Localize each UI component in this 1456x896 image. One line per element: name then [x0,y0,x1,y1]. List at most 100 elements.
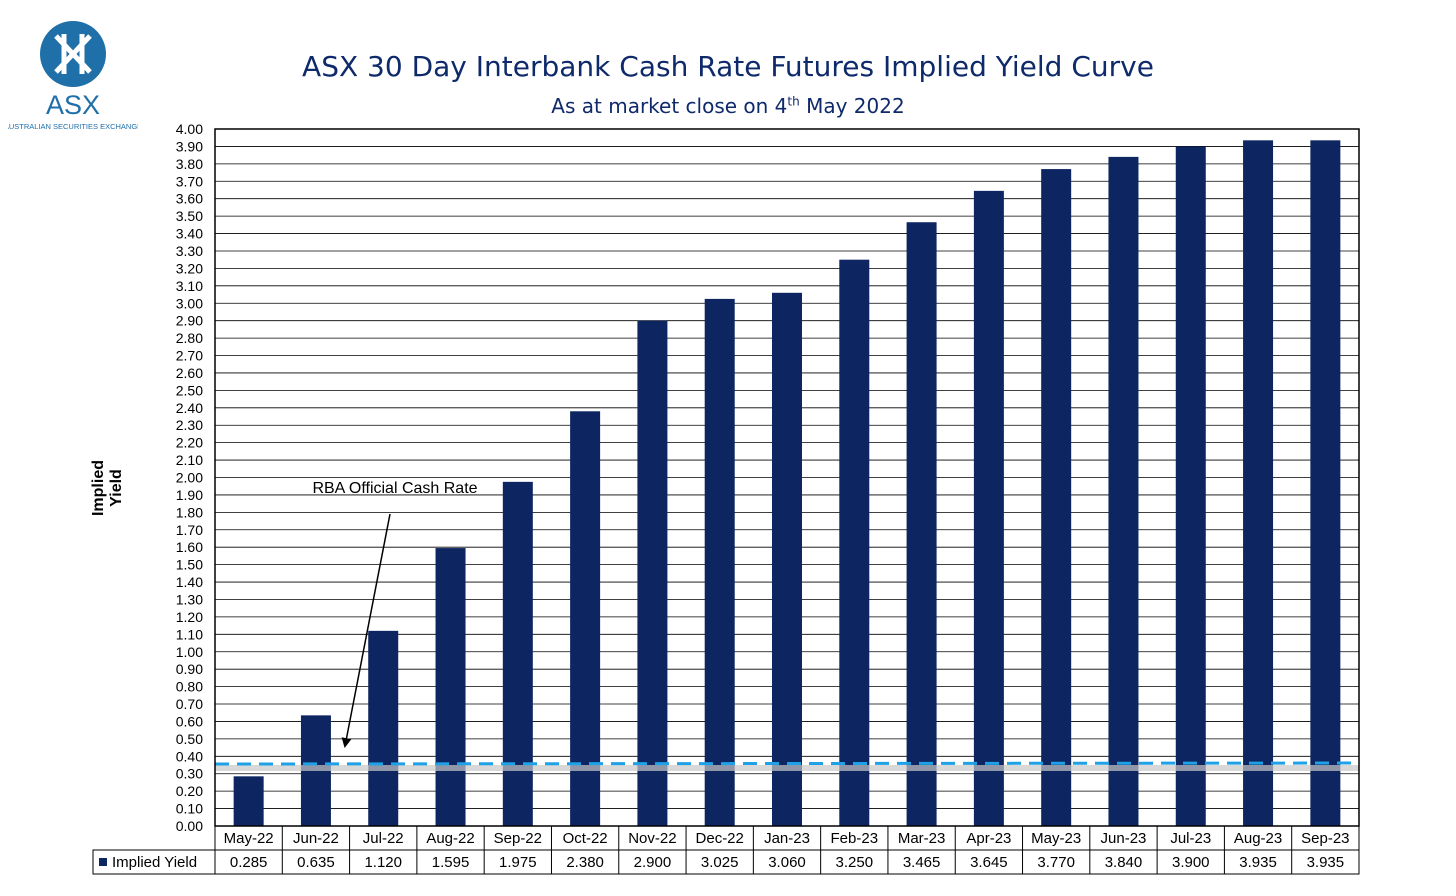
legend-swatch [99,858,107,866]
y-tick-label: 2.60 [176,365,203,381]
x-tick-label: Jun-23 [1101,830,1147,847]
data-label: 3.935 [1239,854,1277,871]
chart-subtitle: As at market close on 4th May 2022 [0,94,1456,118]
y-tick-label: 2.30 [176,417,203,433]
y-tick-label: 0.30 [176,766,203,782]
y-tick-label: 3.30 [176,243,203,259]
bar-May-22 [233,776,264,826]
x-tick-label: Aug-22 [426,830,474,847]
bar-Nov-22 [637,320,668,826]
x-tick-label: Aug-23 [1234,830,1282,847]
data-label: 3.025 [701,854,739,871]
y-tick-label: 1.80 [176,504,203,520]
y-tick-label: 0.80 [176,679,203,695]
x-tick-label: Nov-22 [628,830,676,847]
chart-title: ASX 30 Day Interbank Cash Rate Futures I… [302,50,1154,83]
bar-Jan-23 [772,292,802,826]
y-tick-label: 0.10 [176,801,203,817]
cash-rate-line [214,761,1360,766]
data-label: 2.380 [566,854,604,871]
subtitle-suffix: May 2022 [799,94,905,118]
cash-rate-line-group [214,761,1360,772]
data-label: 3.645 [970,854,1008,871]
data-label: 1.975 [499,854,537,871]
data-label: 3.770 [1037,854,1075,871]
y-tick-label: 3.90 [176,138,203,154]
y-tick-label: 0.90 [176,661,203,677]
bar-Sep-22 [502,481,533,826]
y-tick-label: 2.80 [176,330,203,346]
subtitle-sup: th [787,94,800,109]
rba-cash-rate-annotation: RBA Official Cash Rate [312,480,477,497]
x-tick-label: Dec-22 [696,830,744,847]
data-label: 1.595 [432,854,470,871]
subtitle-prefix: As at market close on 4 [551,94,788,118]
data-label: 0.285 [230,854,268,871]
y-tick-label: 1.00 [176,644,203,660]
x-tick-label: Oct-22 [563,830,608,847]
data-label: 0.635 [297,854,335,871]
x-tick-label: May-22 [224,830,274,847]
y-tick-label: 2.10 [176,452,203,468]
y-tick-label: 3.00 [176,295,203,311]
y-tick-label: 4.00 [176,121,203,137]
y-tick-label: 0.00 [176,818,203,834]
y-tick-label: 1.30 [176,591,203,607]
annotation-arrow [341,513,391,748]
y-tick-label: 3.20 [176,260,203,276]
bar-Jun-23 [1108,156,1139,826]
y-tick-label: 2.00 [176,470,203,486]
y-tick-label: 3.80 [176,156,203,172]
x-tick-label: Mar-23 [898,830,946,847]
y-tick-label: 0.20 [176,783,203,799]
bar-Dec-22 [704,298,735,826]
bar-Apr-23 [973,190,1004,826]
bar-Aug-22 [435,548,466,826]
data-label: 3.840 [1105,854,1143,871]
annotation-group: RBA Official Cash Rate [312,480,478,748]
bar-Aug-23 [1243,140,1274,827]
y-tick-label: 2.20 [176,435,203,451]
bar-Oct-22 [570,411,601,826]
bar-Feb-23 [839,259,870,826]
y-tick-label: 1.60 [176,539,203,555]
y-tick-label: 2.50 [176,382,203,398]
legend-label: Implied Yield [112,854,197,871]
y-tick-label: 2.70 [176,348,203,364]
asx-logo-subtext: AUSTRALIAN SECURITIES EXCHANGE [8,122,138,131]
x-tick-label: Jan-23 [764,830,810,847]
x-tick-label: Jul-22 [363,830,404,847]
y-tick-label: 3.70 [176,173,203,189]
y-tick-label: 0.50 [176,731,203,747]
y-tick-label: 2.90 [176,313,203,329]
bar-May-23 [1041,169,1072,826]
data-label: 1.120 [364,854,402,871]
y-tick-label: 1.50 [176,557,203,573]
data-label: 3.900 [1172,854,1210,871]
y-tick-label: 1.20 [176,609,203,625]
y-tick-label: 1.40 [176,574,203,590]
y-tick-label: 3.50 [176,208,203,224]
data-label: 3.250 [836,854,874,871]
data-label: 3.060 [768,854,806,871]
data-table: May-22 0.285 Jun-22 0.635 Jul-22 1.120 Aug-22 1… [92,825,1360,875]
y-tick-label: 3.40 [176,226,203,242]
bar-Jul-23 [1175,146,1206,827]
x-tick-label: Sep-22 [494,830,542,847]
y-tick-label: 3.60 [176,191,203,207]
bar-Mar-23 [906,222,937,826]
data-label: 3.465 [903,854,941,871]
x-tick-label: Sep-23 [1301,830,1349,847]
y-axis-ticks: 0.000.10 0.200.30 0.400.50 0.600.700.80 0.90… [176,121,203,834]
y-tick-label: 1.90 [176,487,203,503]
x-tick-label: Jul-23 [1170,830,1211,847]
asx-logo-text: ASX [46,90,100,120]
asx-logo: ASX AUSTRALIAN SECURITIES EXCHANGE [8,21,138,131]
data-label: 2.900 [634,854,672,871]
data-label: 3.935 [1307,854,1345,871]
y-tick-label: 1.70 [176,522,203,538]
x-tick-label: Apr-23 [966,830,1011,847]
bar-Jul-22 [368,630,399,826]
bar-Sep-23 [1310,140,1341,827]
y-tick-label: 0.40 [176,748,203,764]
